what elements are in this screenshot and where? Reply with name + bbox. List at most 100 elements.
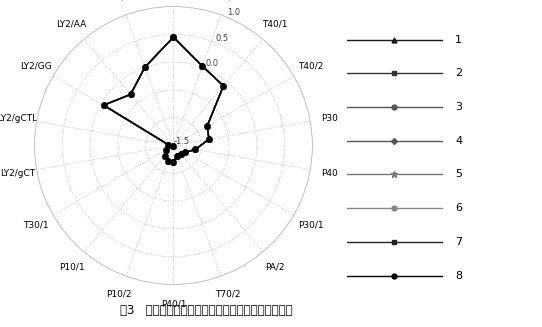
7 <box>141 65 148 69</box>
8 <box>174 154 180 158</box>
5 <box>100 103 107 107</box>
8 <box>127 93 134 96</box>
7 <box>220 84 227 88</box>
2 <box>170 144 177 147</box>
5 <box>170 160 177 164</box>
7 <box>170 160 177 164</box>
6 <box>206 137 212 141</box>
3 <box>163 148 170 152</box>
7 <box>127 93 134 96</box>
Text: 5: 5 <box>455 169 462 180</box>
8 <box>100 103 107 107</box>
6 <box>174 154 180 158</box>
5 <box>174 154 180 158</box>
7 <box>170 35 177 39</box>
6 <box>192 147 198 151</box>
4 <box>170 160 177 164</box>
2 <box>182 150 189 154</box>
1 <box>174 154 180 158</box>
4 <box>162 154 168 158</box>
6 <box>141 65 148 69</box>
3 <box>192 147 198 151</box>
3 <box>177 152 184 156</box>
1 <box>170 35 177 39</box>
6 <box>164 159 171 163</box>
5 <box>162 154 168 158</box>
8 <box>170 160 177 164</box>
1 <box>127 93 134 96</box>
5 <box>170 35 177 39</box>
5 <box>164 159 171 163</box>
2 <box>170 160 177 164</box>
5 <box>141 65 148 69</box>
5 <box>177 152 184 156</box>
7 <box>164 159 171 163</box>
3 <box>170 144 177 147</box>
6 <box>170 35 177 39</box>
5 <box>170 144 177 147</box>
4 <box>182 150 189 154</box>
2 <box>164 159 171 163</box>
6 <box>100 103 107 107</box>
Line: 5: 5 <box>100 34 227 165</box>
3 <box>170 35 177 39</box>
1 <box>177 152 184 156</box>
1 <box>192 147 198 151</box>
1 <box>182 150 189 154</box>
1 <box>164 159 171 163</box>
Text: 8: 8 <box>455 270 462 281</box>
7 <box>174 154 180 158</box>
5 <box>199 64 205 68</box>
6 <box>204 124 210 128</box>
3 <box>182 150 189 154</box>
4 <box>164 159 171 163</box>
6 <box>162 154 168 158</box>
2 <box>204 124 210 128</box>
2 <box>177 152 184 156</box>
7 <box>163 148 170 152</box>
Line: 4: 4 <box>101 35 225 164</box>
4 <box>141 65 148 69</box>
2 <box>170 35 177 39</box>
7 <box>199 64 205 68</box>
8 <box>165 143 171 146</box>
6 <box>127 93 134 96</box>
4 <box>192 147 198 151</box>
8 <box>204 124 210 128</box>
6 <box>163 148 170 152</box>
5 <box>192 147 198 151</box>
1 <box>199 64 205 68</box>
4 <box>174 154 180 158</box>
3 <box>170 35 177 39</box>
3 <box>174 154 180 158</box>
8 <box>164 159 171 163</box>
2 <box>127 93 134 96</box>
6 <box>170 144 177 147</box>
2 <box>163 148 170 152</box>
Line: 7: 7 <box>101 35 226 164</box>
6 <box>177 152 184 156</box>
Line: 1: 1 <box>101 35 226 164</box>
7 <box>182 150 189 154</box>
8 <box>141 65 148 69</box>
3 <box>162 154 168 158</box>
6 <box>165 143 171 146</box>
3 <box>220 84 227 88</box>
4 <box>199 64 205 68</box>
6 <box>199 64 205 68</box>
Text: 图3   冷藏贮藏下样品的挥发性气味传感器响应雷达图: 图3 冷藏贮藏下样品的挥发性气味传感器响应雷达图 <box>120 304 292 317</box>
1 <box>100 103 107 107</box>
2 <box>220 84 227 88</box>
6 <box>182 150 189 154</box>
8 <box>163 148 170 152</box>
5 <box>127 93 134 96</box>
3 <box>199 64 205 68</box>
3 <box>165 143 171 146</box>
1 <box>220 84 227 88</box>
7 <box>100 103 107 107</box>
Text: 6: 6 <box>455 203 462 213</box>
5 <box>206 137 212 141</box>
2 <box>162 154 168 158</box>
4 <box>165 143 171 146</box>
2 <box>141 65 148 69</box>
